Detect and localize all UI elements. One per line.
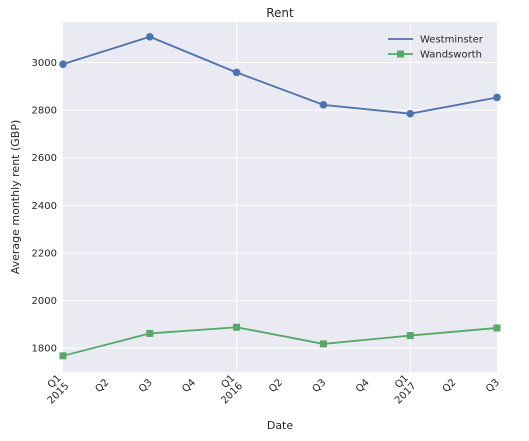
x-tick-label: Q2	[441, 377, 459, 395]
legend: Westminster Wandsworth	[388, 35, 484, 61]
data-point	[319, 340, 327, 348]
x-tick-label: Q3	[484, 377, 502, 395]
x-tick-label: Q4	[180, 377, 198, 395]
svg-text:Q2: Q2	[267, 377, 285, 395]
series-line	[62, 35, 498, 115]
y-axis-label: Average monthly rent (GBP)	[9, 120, 22, 275]
y-tick-label: 2600	[32, 153, 57, 164]
data-point	[146, 329, 154, 337]
y-tick-label: 1800	[32, 344, 57, 355]
svg-text:Q3: Q3	[137, 377, 155, 395]
x-tick-label: Q2	[94, 377, 112, 395]
series-wandsworth	[59, 323, 501, 360]
svg-text:Q2: Q2	[94, 377, 112, 395]
data-point	[59, 60, 67, 68]
legend-marker	[397, 50, 404, 58]
series-line	[62, 326, 498, 357]
x-tick-label: Q3	[311, 377, 329, 395]
data-point	[493, 93, 501, 102]
y-ticks: 1800 2000 2200 2400 2600 2800 3000	[32, 58, 57, 355]
x-tick-label: Q3	[137, 377, 155, 395]
svg-text:Q3: Q3	[484, 377, 502, 395]
svg-text:Q4: Q4	[180, 377, 198, 395]
data-point	[232, 68, 241, 77]
data-point	[493, 324, 501, 332]
y-tick-label: 2200	[32, 248, 57, 259]
data-point	[233, 323, 241, 331]
data-point	[406, 109, 415, 118]
x-tick-label: Q2	[267, 377, 285, 395]
legend-item: Wandsworth	[388, 50, 482, 61]
plot-area	[63, 22, 497, 372]
y-tick-label: 3000	[32, 58, 57, 69]
svg-text:Q4: Q4	[354, 377, 372, 395]
svg-text:Q2: Q2	[441, 377, 459, 395]
data-point	[319, 101, 328, 109]
x-axis-label: Date	[267, 419, 294, 432]
svg-text:Q3: Q3	[311, 377, 329, 395]
grid	[63, 22, 497, 372]
series-westminster	[59, 32, 501, 118]
data-point	[146, 32, 154, 41]
legend-label: Westminster	[420, 35, 484, 46]
data-point	[406, 332, 414, 340]
data-point	[59, 352, 67, 360]
legend-label: Wandsworth	[420, 50, 482, 61]
x-tick-label: Q4	[354, 377, 372, 395]
legend-item: Westminster	[388, 35, 484, 46]
series-layer	[59, 32, 501, 360]
y-tick-label: 2400	[32, 201, 57, 212]
y-tick-label: 2000	[32, 296, 57, 307]
chart-title: Rent	[266, 6, 294, 20]
y-tick-label: 2800	[32, 106, 57, 117]
